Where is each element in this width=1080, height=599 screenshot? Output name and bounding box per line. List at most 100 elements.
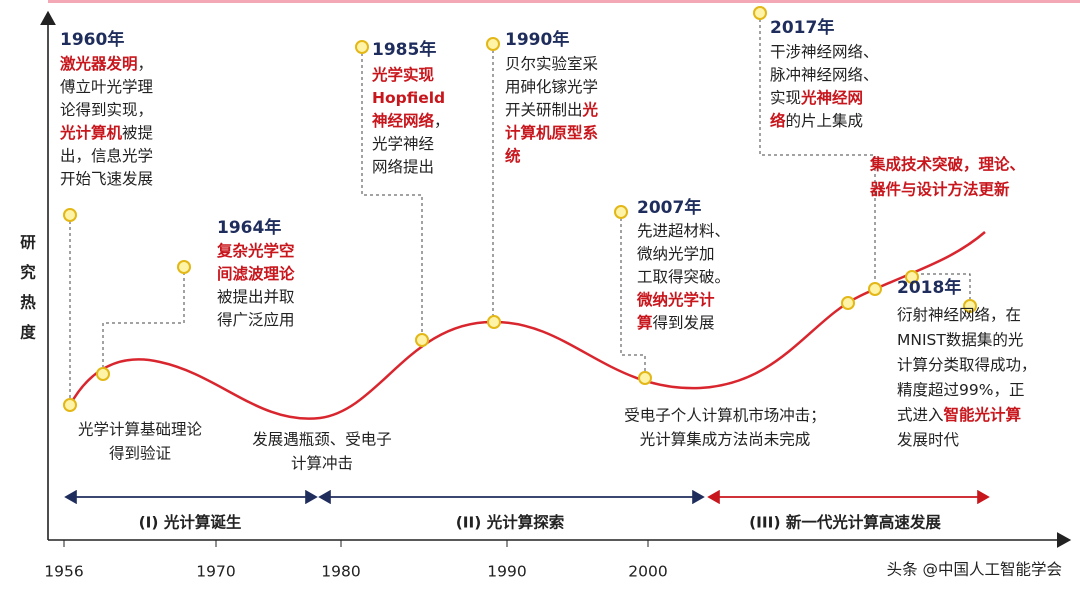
event-line: 用砷化镓光学 [505, 78, 598, 96]
event-line: 光学实现 [371, 65, 435, 84]
event-text: 脉冲神经网络、 [770, 66, 879, 84]
event-line: 精度超过99%，正 [897, 381, 1024, 399]
highlight-text: 微纳光学计 [636, 290, 715, 309]
event-text: 网络提出 [372, 158, 434, 176]
event-year: 1964年 [217, 217, 281, 238]
event-line: 发展时代 [897, 431, 960, 449]
event-text: 实现 [770, 89, 801, 107]
event-text: 先进超材料、 [637, 222, 730, 240]
highlight-text: 神经网络 [372, 111, 435, 130]
event-text: 出，信息光学 [60, 147, 153, 165]
phase-label: (II) 光计算探索 [456, 513, 565, 532]
highlight-text: 智能光计算 [944, 405, 1022, 424]
event-text: 计算分类取得成功， [897, 355, 1037, 374]
event-line: 开始飞速发展 [60, 170, 153, 188]
highlight-text: Hopfield [372, 89, 445, 107]
event-year: 1985年 [372, 39, 436, 60]
x-tick-label: 1980 [321, 563, 360, 581]
event-text: 贝尔实验室采 [505, 55, 598, 73]
y-axis-label: 热 [20, 293, 36, 312]
event-text: 得广泛应用 [217, 310, 295, 329]
event-year: 2018年 [897, 277, 961, 298]
event-line: 出，信息光学 [60, 147, 153, 165]
event-text: ， [434, 112, 450, 130]
phase-label: (III) 新一代光计算高速发展 [749, 513, 941, 532]
event-text: ， [138, 55, 154, 73]
curve-note: 光学计算基础理论 [78, 420, 203, 439]
event-text: MNIST数据集的光 [897, 331, 1023, 349]
event-text: 开关研制出 [505, 101, 583, 119]
highlight-text: 算 [637, 313, 653, 332]
highlight-text: 激光器发明 [60, 54, 138, 73]
event-text: 光学神经 [372, 135, 434, 153]
highlight-text: 统 [505, 146, 521, 165]
highlight-text: 光神经网 [800, 88, 863, 107]
points [63, 6, 977, 412]
event-line: 开关研制出光 [505, 100, 599, 119]
event-line: 干涉神经网络、 [770, 43, 879, 61]
event-line: 傅立叶光学理 [60, 78, 153, 96]
highlight-text: 络 [770, 111, 786, 130]
y-axis-label: 研 [20, 234, 36, 252]
curve-note: 计算冲击 [291, 454, 353, 473]
x-tick-label: 1970 [196, 563, 235, 581]
highlight-text: 间滤波理论 [217, 264, 295, 283]
event-line: 复杂光学空 [216, 241, 295, 260]
event-text: 用砷化镓光学 [505, 78, 598, 96]
phase-label: (I) 光计算诞生 [139, 513, 242, 532]
event-text: 式进入 [897, 406, 944, 424]
top-bar [48, 0, 1080, 3]
event-text: 被提出并取 [217, 288, 295, 306]
event-line: Hopfield [372, 89, 445, 107]
event-line: 实现光神经网 [770, 88, 863, 107]
event-year: 1960年 [60, 29, 124, 50]
event-line: 统 [505, 146, 521, 165]
event-line: 算得到发展 [637, 313, 715, 332]
event-line: 脉冲神经网络、 [770, 66, 879, 84]
event-text: 精度超过99%，正 [897, 381, 1024, 399]
highlight-text: 光学实现 [371, 65, 435, 84]
event-line: 工取得突破。 [637, 268, 730, 286]
event-line: 论得到实现， [60, 101, 153, 119]
event-text: 论得到实现， [60, 101, 153, 119]
event-line: 光学神经 [372, 135, 434, 153]
event-line: 络的片上集成 [770, 111, 863, 130]
x-tick-label: 2000 [628, 563, 667, 581]
event-text: 的片上集成 [786, 112, 864, 130]
trend-curve [68, 231, 986, 420]
connectors [69, 13, 971, 405]
event-line: 贝尔实验室采 [505, 55, 598, 73]
event-text: 得到发展 [653, 314, 715, 332]
event-year: 1990年 [505, 29, 569, 50]
event-line: 神经网络， [372, 111, 450, 130]
event-line: 计算机原型系 [505, 123, 598, 142]
event-text: 微纳光学加 [637, 245, 715, 263]
curve-note: 发展遇瓶颈、受电子 [252, 431, 392, 449]
event-line: 光计算机被提 [59, 123, 154, 142]
event-text: 傅立叶光学理 [60, 78, 153, 96]
event-line: 式进入智能光计算 [897, 405, 1021, 424]
event-line: 微纳光学计 [636, 290, 715, 309]
event-line: 微纳光学加 [637, 245, 715, 263]
event-line: 激光器发明， [60, 54, 153, 73]
event-line: 计算分类取得成功， [897, 355, 1037, 374]
event-text: 开始飞速发展 [60, 170, 153, 188]
highlight-text: 光 [582, 100, 599, 119]
outlook: 集成技术突破，理论、 [869, 155, 1025, 174]
curve-note: 得到验证 [109, 445, 171, 463]
event-text: 干涉神经网络、 [770, 43, 879, 61]
watermark: 头条 @中国人工智能学会 [887, 561, 1062, 579]
highlight-text: 复杂光学空 [216, 241, 295, 260]
event-text: 衍射神经网络，在 [897, 306, 1021, 324]
outlook: 器件与设计方法更新 [869, 180, 1010, 199]
curve-note: 光计算集成方法尚未完成 [640, 430, 811, 449]
event-line: 先进超材料、 [637, 222, 730, 240]
curve-note: 受电子个人计算机市场冲击； [624, 406, 826, 425]
y-axis-label: 究 [20, 263, 36, 282]
event-line: 被提出并取 [217, 288, 295, 306]
event-year: 2007年 [637, 197, 701, 218]
event-line: 得广泛应用 [217, 310, 295, 329]
highlight-text: 计算机原型系 [505, 123, 598, 142]
y-axis-label: 度 [20, 323, 36, 342]
